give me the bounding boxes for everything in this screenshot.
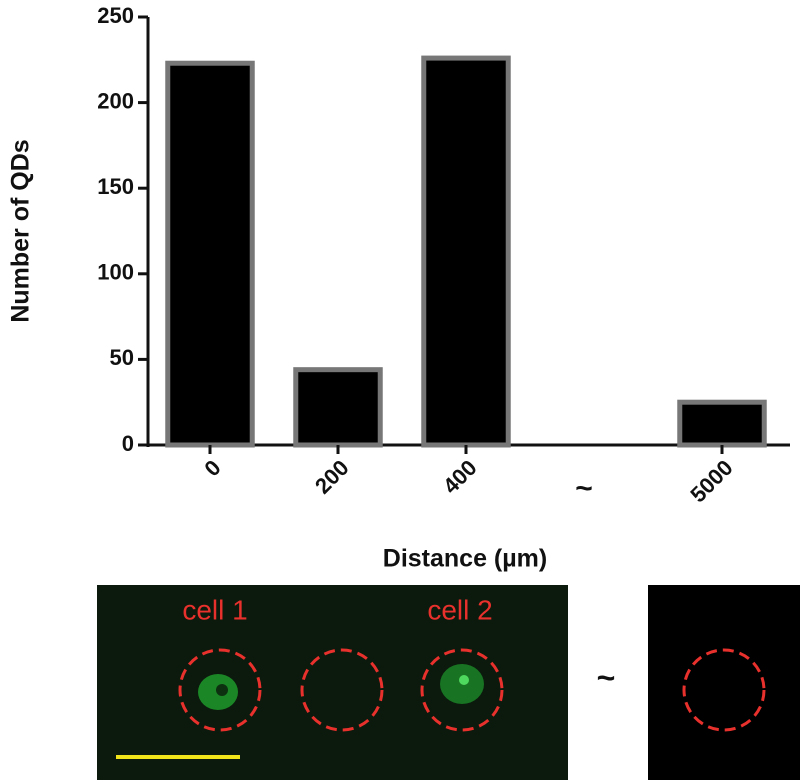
y-tick-label: 150 (97, 174, 134, 199)
x-tick-label: 200 (310, 455, 354, 499)
y-tick-label: 100 (97, 260, 134, 285)
cell-nucleus (459, 675, 469, 685)
image-panel (97, 585, 568, 780)
bar (165, 60, 255, 448)
image-panel (648, 585, 800, 780)
bar (293, 367, 383, 448)
y-tick-label: 200 (97, 88, 134, 113)
cell-label: cell 2 (427, 594, 492, 625)
x-tick-label: ~ (575, 472, 593, 505)
x-tick-label: 400 (438, 455, 482, 499)
dashed-circle (300, 648, 384, 732)
y-axis-title: Number of QDs (7, 139, 35, 322)
dashed-circle (682, 648, 766, 732)
separator: ~ (597, 659, 616, 695)
dashed-circle (178, 648, 262, 732)
x-tick-label: 0 (199, 455, 225, 481)
bar (421, 55, 511, 448)
x-axis-title: Distance (µm) (383, 545, 547, 573)
dashed-circle (420, 648, 504, 732)
micrograph: cell 1 cell 2 ~ (97, 585, 800, 780)
y-tick-label: 250 (97, 3, 134, 28)
cell-label: cell 1 (182, 594, 247, 625)
cell-nucleus (216, 684, 228, 696)
bar (677, 399, 767, 448)
x-tick-label: 5000 (685, 455, 737, 507)
y-tick-label: 0 (122, 431, 134, 456)
y-tick-label: 50 (110, 345, 134, 370)
